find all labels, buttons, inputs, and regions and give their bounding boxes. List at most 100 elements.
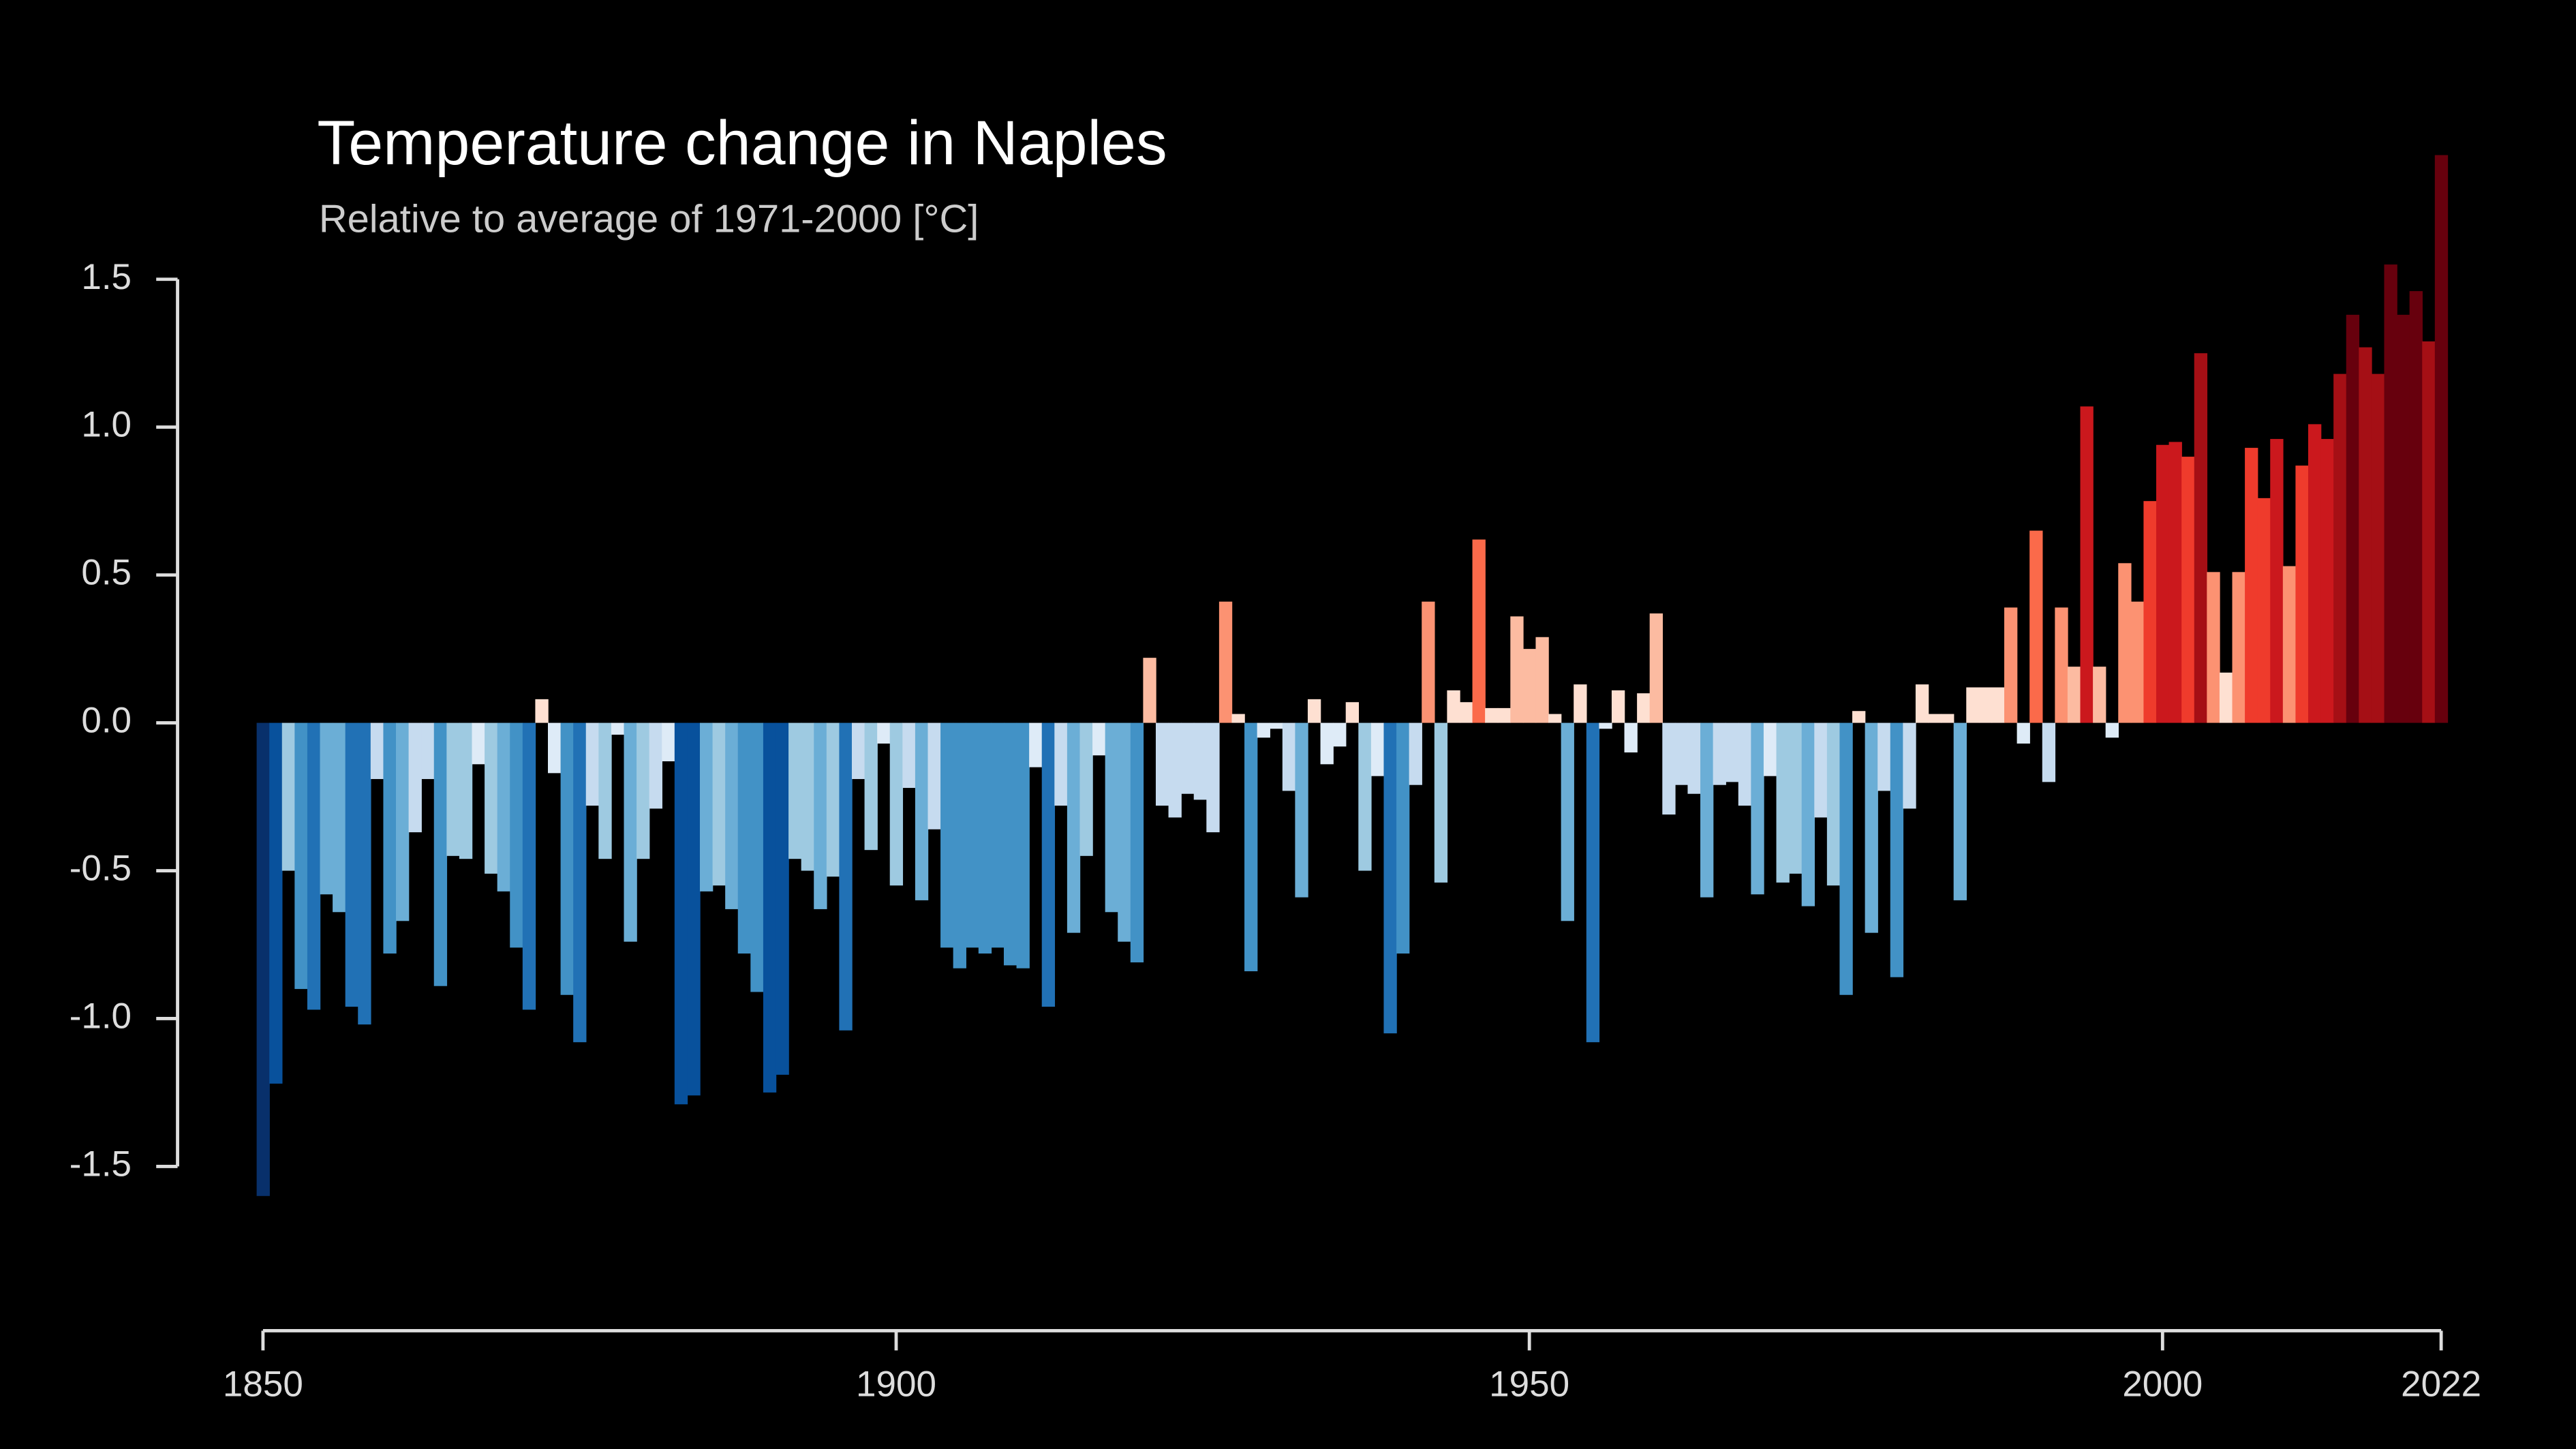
- bar: [2067, 667, 2081, 723]
- bar: [1826, 722, 1841, 886]
- bar: [637, 722, 650, 859]
- bar: [2422, 341, 2436, 723]
- bar: [573, 722, 587, 1043]
- bar: [1687, 722, 1701, 794]
- bar: [2181, 457, 2195, 723]
- bar: [560, 722, 574, 995]
- bar: [1865, 722, 1878, 933]
- bar: [1041, 722, 1056, 1007]
- bar: [1662, 722, 1676, 815]
- bar: [851, 722, 865, 780]
- bar: [383, 722, 397, 954]
- bar: [1168, 722, 1182, 818]
- bar: [1244, 722, 1258, 972]
- bar: [2308, 424, 2322, 723]
- bar: [1751, 722, 1764, 895]
- bar: [472, 722, 485, 765]
- bar: [2320, 439, 2334, 723]
- bar: [1320, 722, 1334, 765]
- bar: [1370, 722, 1385, 776]
- bar: [1270, 722, 1283, 729]
- bar: [2207, 572, 2220, 723]
- bar: [674, 722, 688, 1105]
- bar: [877, 722, 891, 744]
- bar: [1485, 707, 1499, 723]
- bar: [1915, 684, 1929, 723]
- bar: [269, 722, 283, 1084]
- bar: [2130, 601, 2145, 723]
- bar: [2270, 439, 2284, 723]
- bar: [1029, 722, 1043, 767]
- y-tick-label: -0.5: [70, 849, 132, 889]
- x-tick-label: 2000: [2122, 1364, 2203, 1404]
- bar: [1890, 722, 1904, 977]
- bar: [1801, 722, 1815, 906]
- bar: [1877, 722, 1891, 791]
- bar: [1991, 687, 2005, 723]
- bar: [1003, 722, 1017, 966]
- bar: [598, 722, 612, 859]
- bar: [1637, 693, 1651, 723]
- bar: [1079, 722, 1093, 856]
- x-tick-label: 1850: [223, 1364, 303, 1404]
- bar: [1599, 722, 1612, 729]
- bar: [712, 722, 726, 886]
- bar: [1510, 616, 1524, 723]
- bar: [2295, 466, 2309, 723]
- bar: [2156, 444, 2170, 723]
- bar: [1522, 649, 1537, 723]
- bar: [1193, 722, 1208, 800]
- bar: [1447, 690, 1460, 723]
- bar: [2346, 314, 2360, 723]
- bar: [801, 722, 814, 871]
- bar: [1978, 687, 1993, 723]
- bar: [624, 722, 637, 942]
- bar: [1586, 722, 1600, 1043]
- bar: [826, 722, 840, 877]
- bar: [940, 722, 954, 948]
- bar: [333, 722, 346, 913]
- bar: [1181, 722, 1195, 794]
- bar: [1383, 722, 1397, 1034]
- bar: [1789, 722, 1803, 874]
- bar: [2017, 722, 2030, 744]
- bar: [2194, 353, 2208, 723]
- bar: [548, 722, 562, 774]
- bar: [2245, 448, 2258, 723]
- bar: [2333, 373, 2347, 723]
- bar: [699, 722, 714, 891]
- bar: [1941, 714, 1954, 723]
- bar: [1852, 711, 1866, 723]
- bar: [1118, 722, 1131, 942]
- bar: [1738, 722, 1752, 806]
- x-tick-label: 2022: [2401, 1364, 2481, 1404]
- bar: [1143, 658, 1156, 723]
- y-tick-label: -1.0: [70, 996, 132, 1036]
- bar: [281, 722, 296, 871]
- bar: [2143, 501, 2157, 723]
- bar: [864, 722, 878, 851]
- bar: [1839, 722, 1853, 995]
- bar: [1130, 722, 1144, 963]
- bar: [1054, 722, 1068, 806]
- bar: [485, 722, 498, 874]
- bar: [1713, 722, 1726, 785]
- bar: [1814, 722, 1828, 818]
- bar: [1763, 722, 1777, 776]
- bar: [1155, 722, 1169, 806]
- bar: [2409, 291, 2423, 723]
- bar: [2118, 563, 2132, 723]
- bar: [611, 722, 625, 735]
- bar: [814, 722, 827, 909]
- bar: [1472, 539, 1486, 723]
- bar: [776, 722, 789, 1075]
- bar: [294, 722, 308, 990]
- bar: [2282, 566, 2297, 723]
- bar: [408, 722, 422, 833]
- bar: [1409, 722, 1422, 785]
- bar: [1396, 722, 1410, 954]
- bar: [788, 722, 802, 859]
- bar: [585, 722, 600, 806]
- bar: [1953, 722, 1967, 900]
